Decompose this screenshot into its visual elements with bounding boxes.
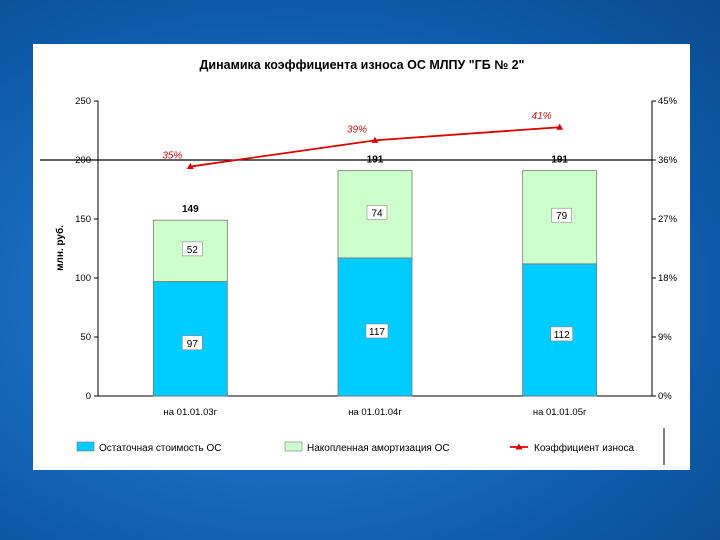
legend-label: Накопленная амортизация ОС (307, 443, 450, 454)
value-label-box (366, 204, 388, 220)
plot-area: 0501001502002500%9%18%27%36%45%9752149на… (40, 96, 678, 418)
value-label-box (551, 207, 572, 223)
y-tick-label: 150 (75, 214, 91, 225)
legend-label: Остаточная стоимость ОС (99, 443, 222, 454)
line-point (371, 136, 379, 143)
y2-tick-label: 45% (658, 96, 678, 107)
line-point-label: 41% (532, 111, 552, 122)
chart-title: Динамика коэффициента износа ОС МЛПУ "ГБ… (200, 58, 525, 72)
y-tick-label: 250 (75, 96, 91, 107)
value-label-box (365, 323, 389, 339)
value-label: 117 (369, 327, 385, 338)
y-tick-label: 100 (75, 273, 91, 284)
y2-tick-label: 27% (658, 214, 678, 225)
y2-tick-label: 0% (658, 391, 672, 402)
line-point-label: 35% (162, 151, 182, 162)
y-tick-label: 50 (80, 332, 91, 343)
line-point-label: 39% (347, 124, 367, 135)
legend-swatch (284, 441, 303, 452)
legend-marker (515, 443, 523, 450)
y2-tick-label: 9% (658, 332, 672, 343)
y2-tick-label: 36% (658, 155, 678, 166)
value-label: 79 (556, 211, 568, 222)
legend-swatch (76, 441, 95, 452)
total-label: 191 (551, 155, 568, 166)
legend: Остаточная стоимость ОС Накопленная аморт… (76, 428, 665, 465)
total-label: 191 (367, 155, 384, 166)
y2-tick-label: 18% (658, 273, 678, 284)
legend-label: Коэффициент износа (534, 442, 635, 454)
value-label: 112 (554, 330, 570, 341)
value-label: 74 (371, 208, 383, 219)
line-point (556, 123, 564, 130)
x-tick-label: на 01.01.03г (164, 407, 218, 418)
y-axis-label: млн. руб. (54, 225, 66, 271)
x-tick-label: на 01.01.05г (533, 407, 587, 418)
value-label-box (182, 335, 203, 351)
value-label-box (550, 326, 573, 342)
value-label-box (182, 241, 203, 257)
value-label: 97 (187, 339, 199, 350)
x-tick-label: на 01.01.04г (348, 407, 402, 418)
line-point (186, 163, 194, 170)
value-label: 52 (187, 245, 199, 256)
y-tick-label: 0 (86, 391, 91, 402)
total-label: 149 (182, 204, 199, 215)
